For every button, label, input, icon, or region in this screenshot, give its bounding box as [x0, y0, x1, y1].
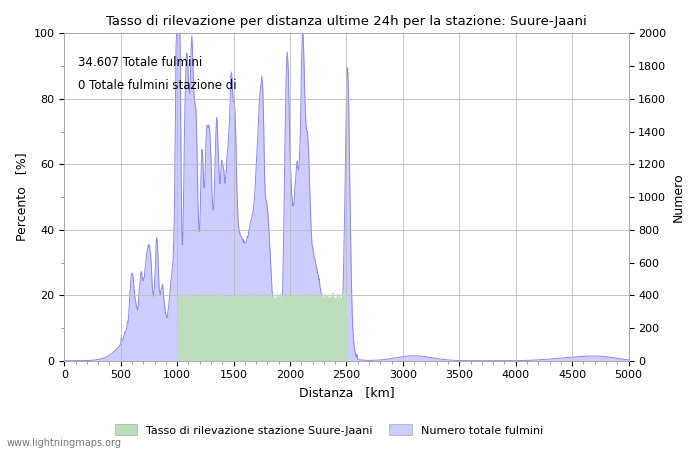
- Text: 0 Totale fulmini stazione di: 0 Totale fulmini stazione di: [78, 79, 237, 92]
- Text: www.lightningmaps.org: www.lightningmaps.org: [7, 438, 122, 448]
- Title: Tasso di rilevazione per distanza ultime 24h per la stazione: Suure-Jaani: Tasso di rilevazione per distanza ultime…: [106, 15, 587, 28]
- Y-axis label: Numero: Numero: [672, 172, 685, 222]
- X-axis label: Distanza   [km]: Distanza [km]: [299, 386, 394, 399]
- Legend: Tasso di rilevazione stazione Suure-Jaani, Numero totale fulmini: Tasso di rilevazione stazione Suure-Jaan…: [111, 419, 547, 440]
- Text: 34.607 Totale fulmini: 34.607 Totale fulmini: [78, 56, 202, 69]
- Y-axis label: Percento   [%]: Percento [%]: [15, 153, 28, 241]
